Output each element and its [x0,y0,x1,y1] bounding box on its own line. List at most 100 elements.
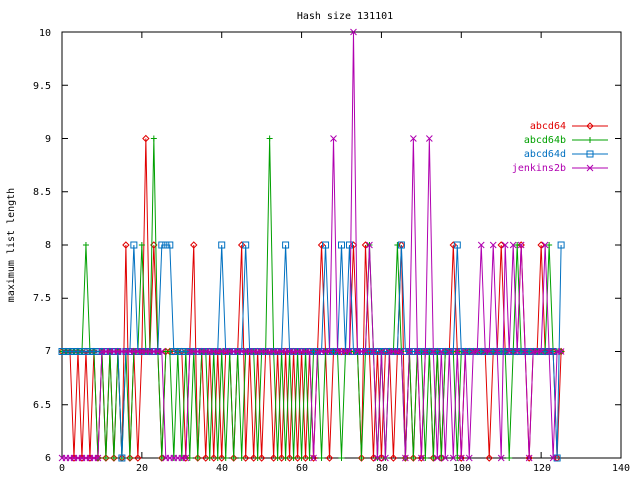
data-point [298,455,305,461]
data-point [501,241,509,249]
data-point [545,348,553,355]
x-tick-label: 60 [296,463,308,474]
data-point [242,241,250,249]
data-point [453,348,461,355]
legend-item-abcd64: abcd64 [530,121,608,132]
plot-area [58,28,622,462]
data-point [350,28,357,36]
data-point [438,455,445,461]
data-point [525,454,533,462]
data-point [557,348,565,355]
data-point [506,455,513,461]
x-tick-label: 120 [533,463,551,474]
chart-title: Hash size 131101 [297,11,393,22]
data-point [493,348,501,355]
data-point [382,454,389,462]
data-point [537,348,545,355]
data-point [142,134,150,143]
data-point [122,241,130,249]
data-point [509,241,517,249]
data-point [461,348,469,355]
data-point [238,455,245,461]
legend-item-abcd64d: abcd64d [524,149,608,160]
data-point [546,242,553,248]
data-point [410,135,417,142]
data-point [517,241,525,249]
data-point [82,242,89,248]
data-point [326,348,333,355]
data-point [78,454,86,462]
data-point [182,454,190,462]
data-point [330,135,337,142]
x-tick-label: 20 [136,463,148,474]
data-point [473,348,481,355]
data-point [374,454,381,462]
data-point [182,454,190,462]
data-point [433,454,441,462]
x-tick-label: 100 [453,463,471,474]
y-tick-label: 8.5 [33,187,51,198]
data-point [102,455,109,461]
data-point [497,454,505,462]
data-point [430,455,437,461]
data-point [237,241,246,249]
data-point [557,241,565,249]
x-tick-label: 80 [376,463,388,474]
data-point [338,241,345,249]
data-point [513,348,521,355]
y-tick-label: 9 [45,134,51,145]
data-point [301,454,310,462]
data-point [317,241,326,249]
data-point [421,348,429,355]
data-point [230,455,237,461]
series-jenkins2b [58,28,565,462]
data-point [150,135,157,142]
data-point [505,348,513,355]
data-point [377,454,386,462]
data-point [194,455,201,461]
data-point [525,454,533,462]
data-point [86,454,94,462]
data-point [257,454,266,462]
data-point [389,454,398,462]
x-tick-label: 140 [612,463,630,474]
data-point [214,455,221,461]
data-point [361,241,370,249]
data-point [274,455,281,461]
data-point [222,455,229,461]
data-point [441,454,449,462]
legend-marker [586,122,594,130]
data-point [410,455,417,461]
data-point [449,454,457,462]
y-tick-label: 7 [45,346,51,357]
data-point [70,454,78,462]
data-point [445,348,453,355]
legend-marker [587,137,593,143]
y-tick-label: 10 [39,28,51,39]
y-tick-label: 9.5 [33,81,51,92]
data-point [454,455,461,461]
data-point [281,347,290,356]
data-point [325,454,334,462]
data-point [306,455,313,461]
data-point [453,241,461,249]
data-point [422,455,429,461]
y-axis: 6 6.5 7 7.5 8 8.5 9 9.5 10 [33,28,51,464]
data-point [282,455,289,461]
data-point [414,348,421,355]
data-point [277,454,286,462]
data-point [134,454,142,462]
data-point [358,455,365,461]
y-axis-label: maximum list length [6,188,17,302]
data-point [306,348,313,355]
data-point [514,242,521,248]
y-tick-label: 6 [45,453,51,464]
data-point [218,454,226,462]
data-point [449,241,458,249]
data-point [406,348,413,355]
data-point [186,455,193,461]
data-point [394,242,401,248]
data-point [521,348,529,355]
data-point [457,454,465,462]
data-point [318,455,325,461]
